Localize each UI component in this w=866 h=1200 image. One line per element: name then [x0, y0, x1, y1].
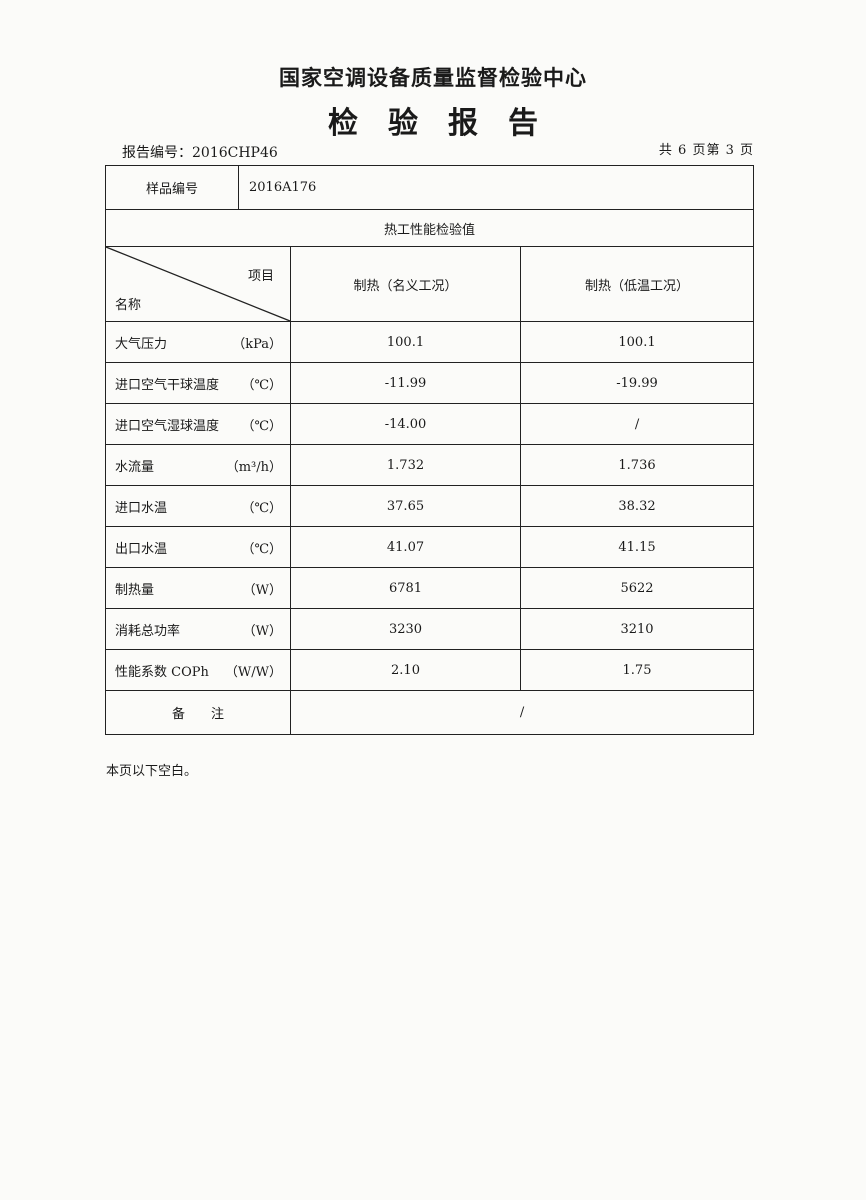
parameter-cell: 制热量 （W）	[105, 567, 291, 609]
remark-row: 备 注 /	[105, 690, 755, 735]
value-low-temp: -19.99	[519, 362, 755, 404]
value-nominal: 6781	[290, 567, 521, 609]
parameter-unit: （W）	[242, 582, 282, 598]
sample-label: 样品编号	[105, 165, 239, 210]
section-title: 热工性能检验值	[104, 209, 755, 247]
value-nominal: 100.1	[290, 321, 521, 363]
parameter-unit: （W/W）	[224, 664, 282, 680]
corner-item: 项目	[247, 269, 274, 284]
value-nominal: -14.00	[290, 403, 521, 445]
sample-value: 2016A176	[237, 165, 755, 210]
parameter-name: 出口水温	[115, 541, 168, 557]
table-row: 出口水温 （℃） 41.07 41.15	[105, 526, 755, 568]
parameter-unit: （℃）	[241, 541, 282, 557]
parameter-name: 进口空气湿球温度	[115, 418, 220, 434]
parameter-unit: （kPa）	[232, 336, 282, 352]
corner-cell: 项目 名称	[105, 246, 291, 322]
table-row: 水流量 （m³/h） 1.732 1.736	[105, 444, 755, 486]
table-row: 性能系数 COPh （W/W） 2.10 1.75	[105, 649, 755, 691]
parameter-cell: 消耗总功率 （W）	[105, 608, 291, 650]
value-low-temp: 1.736	[519, 444, 755, 486]
header-row: 项目 名称 制热（名义工况） 制热（低温工况）	[105, 246, 755, 322]
parameter-name: 进口空气干球温度	[115, 377, 220, 393]
parameter-cell: 进口空气湿球温度 （℃）	[105, 403, 291, 445]
parameter-cell: 进口空气干球温度 （℃）	[105, 362, 291, 404]
parameter-cell: 大气压力 （kPa）	[105, 321, 291, 363]
parameter-name: 大气压力	[115, 336, 168, 352]
table-row: 进口空气湿球温度 （℃） -14.00 /	[105, 403, 755, 445]
parameter-unit: （W）	[242, 623, 282, 639]
value-nominal: 41.07	[290, 526, 521, 568]
parameter-name: 消耗总功率	[115, 623, 181, 639]
value-low-temp: 5622	[519, 567, 755, 609]
value-low-temp: 3210	[519, 608, 755, 650]
value-nominal: 1.732	[290, 444, 521, 486]
value-low-temp: 1.75	[519, 649, 755, 691]
parameter-unit: （℃）	[241, 418, 282, 434]
report-number: 报告编号：2016CHP46	[122, 145, 278, 161]
value-low-temp: /	[519, 403, 755, 445]
parameter-name: 水流量	[115, 459, 155, 475]
blank-note: 本页以下空白。	[106, 764, 198, 779]
parameter-cell: 性能系数 COPh （W/W）	[105, 649, 291, 691]
parameter-cell: 水流量 （m³/h）	[105, 444, 291, 486]
value-low-temp: 41.15	[519, 526, 755, 568]
parameter-name: 性能系数 COPh	[115, 664, 209, 680]
report-title: 检验报告	[328, 106, 568, 141]
value-nominal: 3230	[290, 608, 521, 650]
value-nominal: 37.65	[290, 485, 521, 527]
table-row: 进口空气干球温度 （℃） -11.99 -19.99	[105, 362, 755, 404]
remark-value: /	[289, 690, 755, 735]
page-info: 共 6 页第 3 页	[658, 143, 754, 158]
parameter-unit: （℃）	[241, 500, 282, 516]
remark-label: 备 注	[105, 690, 291, 735]
value-nominal: 2.10	[290, 649, 521, 691]
table-row: 进口水温 （℃） 37.65 38.32	[105, 485, 755, 527]
value-nominal: -11.99	[290, 362, 521, 404]
parameter-cell: 出口水温 （℃）	[105, 526, 291, 568]
parameter-name: 进口水温	[115, 500, 168, 516]
column-header: 制热（低温工况）	[519, 246, 755, 322]
table-row: 制热量 （W） 6781 5622	[105, 567, 755, 609]
sample-row: 样品编号 2016A176	[105, 165, 755, 210]
column-header: 制热（名义工况）	[290, 246, 521, 322]
table-row: 大气压力 （kPa） 100.1 100.1	[105, 321, 755, 363]
thermal-performance-table: 样品编号 2016A176 热工性能检验值 项目 名称 制热（名义工况） 制热（…	[104, 165, 755, 735]
parameter-name: 制热量	[115, 582, 155, 598]
corner-name: 名称	[115, 298, 142, 313]
parameter-unit: （℃）	[241, 377, 282, 393]
value-low-temp: 100.1	[519, 321, 755, 363]
parameter-cell: 进口水温 （℃）	[105, 485, 291, 527]
diagonal-line	[106, 247, 290, 321]
value-low-temp: 38.32	[519, 485, 755, 527]
organization-name: 国家空调设备质量监督检验中心	[279, 66, 587, 90]
table-row: 消耗总功率 （W） 3230 3210	[105, 608, 755, 650]
parameter-unit: （m³/h）	[225, 459, 282, 475]
